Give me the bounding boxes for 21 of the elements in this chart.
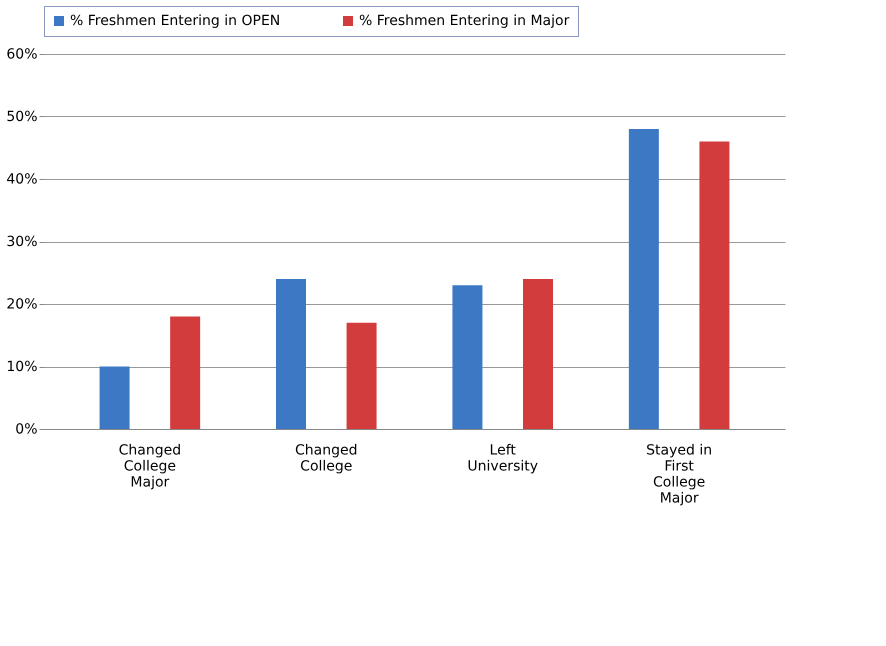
x-tick-label: Left University (467, 442, 538, 474)
bar (452, 285, 482, 429)
bar (523, 279, 553, 429)
y-tick-label: 10% (6, 359, 38, 375)
legend-label: % Freshmen Entering in OPEN (70, 13, 280, 29)
y-tick-label: 50% (6, 109, 38, 125)
legend-label: % Freshmen Entering in Major (359, 13, 570, 29)
x-tick-label: Changed College Major (118, 442, 182, 490)
y-tick-label: 20% (6, 296, 38, 312)
y-tick-label: 60% (6, 46, 38, 62)
bar (699, 142, 730, 429)
bar (170, 316, 200, 429)
y-tick-label: 40% (6, 172, 38, 188)
y-tick-label: 0% (15, 422, 38, 438)
bar (628, 129, 659, 429)
bar (346, 322, 377, 429)
y-tick-label: 30% (6, 234, 38, 250)
x-tick-label: Changed College (295, 442, 358, 474)
bar (100, 366, 130, 429)
x-tick-label: Stayed in First College Major (646, 442, 712, 506)
bar (276, 279, 306, 429)
